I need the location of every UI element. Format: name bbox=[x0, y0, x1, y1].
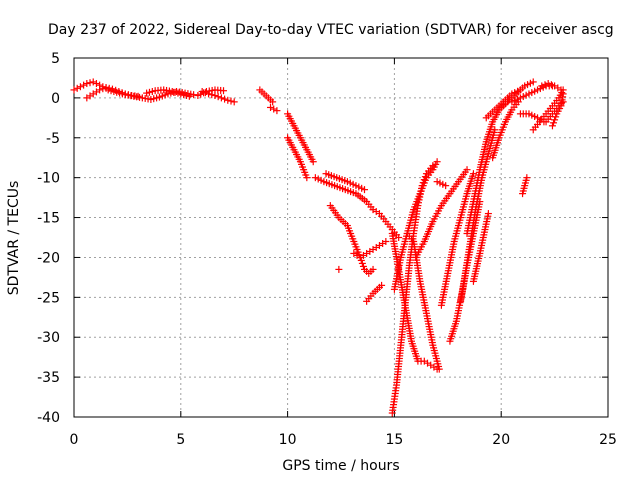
grid bbox=[74, 58, 608, 417]
data-point-interp bbox=[221, 95, 229, 103]
data-point-interp bbox=[86, 79, 94, 87]
data-point bbox=[185, 92, 193, 100]
data-point-interp bbox=[358, 259, 366, 267]
data-point bbox=[442, 182, 450, 190]
y-tick-label: -35 bbox=[37, 370, 60, 386]
data-point bbox=[76, 83, 84, 91]
data-point-interp bbox=[227, 97, 235, 105]
data-point-interp bbox=[551, 116, 559, 124]
data-point bbox=[309, 158, 317, 166]
data-point bbox=[559, 90, 567, 98]
y-tick-label: -15 bbox=[37, 211, 60, 227]
chart-title: Day 237 of 2022, Sidereal Day-to-day VTE… bbox=[48, 22, 614, 38]
data-point bbox=[382, 237, 390, 245]
data-point bbox=[303, 174, 311, 182]
data-point bbox=[70, 86, 78, 94]
data-point bbox=[395, 234, 403, 241]
y-axis-label: SDTVAR / TECUs bbox=[6, 181, 22, 296]
y-tick-label: -30 bbox=[37, 330, 60, 346]
data-point-interp bbox=[99, 85, 107, 93]
data-point bbox=[435, 365, 443, 373]
data-point bbox=[217, 94, 225, 102]
x-tick-label: 5 bbox=[176, 432, 185, 448]
data-point-interp bbox=[73, 84, 81, 92]
data-point-interp bbox=[541, 81, 549, 89]
data-point bbox=[378, 281, 386, 289]
data-point bbox=[529, 78, 537, 86]
data-point bbox=[190, 91, 198, 99]
data-point bbox=[523, 174, 531, 182]
y-tick-label: 0 bbox=[51, 91, 60, 107]
data-point-interp bbox=[359, 262, 367, 270]
data-point bbox=[476, 198, 484, 206]
data-point-interp bbox=[552, 113, 560, 121]
data-points bbox=[70, 78, 567, 417]
data-point-interp bbox=[547, 81, 555, 89]
data-point bbox=[89, 78, 97, 86]
y-tick-label: 5 bbox=[51, 51, 60, 67]
data-point bbox=[369, 265, 377, 273]
y-tick-label: -20 bbox=[37, 250, 60, 266]
x-tick-label: 20 bbox=[492, 432, 510, 448]
data-point bbox=[96, 86, 104, 94]
data-point-interp bbox=[80, 81, 88, 89]
data-point bbox=[269, 98, 277, 106]
data-point bbox=[484, 210, 492, 218]
data-point bbox=[463, 166, 471, 174]
data-point-interp bbox=[270, 105, 278, 113]
data-point bbox=[230, 98, 238, 106]
data-point bbox=[267, 103, 275, 111]
x-axis-label: GPS time / hours bbox=[282, 458, 399, 474]
data-point bbox=[360, 186, 368, 194]
x-tick-label: 15 bbox=[385, 432, 403, 448]
x-tick-label: 10 bbox=[279, 432, 297, 448]
data-point bbox=[83, 80, 91, 88]
y-tick-label: -10 bbox=[37, 171, 60, 187]
data-point bbox=[433, 158, 441, 166]
y-tick-label: -5 bbox=[46, 131, 60, 147]
data-point bbox=[469, 170, 477, 178]
y-tick-label: -25 bbox=[37, 290, 60, 306]
data-point bbox=[548, 122, 556, 130]
plot-frame bbox=[73, 57, 609, 418]
data-point bbox=[557, 86, 565, 94]
data-point-interp bbox=[550, 119, 558, 127]
data-point-interp bbox=[92, 80, 100, 88]
data-point bbox=[335, 265, 343, 273]
data-point bbox=[224, 96, 232, 104]
x-tick-label: 25 bbox=[599, 432, 617, 448]
axis-ticks: 0 5 10 15 20 25 5 0 -5 -10 -15 -20 -25 -30 -35 -40 bbox=[37, 51, 617, 448]
data-point bbox=[273, 107, 281, 115]
data-point-interp bbox=[357, 256, 365, 264]
data-point bbox=[220, 87, 228, 95]
x-tick-label: 0 bbox=[70, 432, 79, 448]
y-tick-label: -40 bbox=[37, 410, 60, 426]
data-point-interp bbox=[214, 93, 222, 101]
data-point bbox=[538, 82, 546, 90]
data-point bbox=[544, 80, 552, 88]
